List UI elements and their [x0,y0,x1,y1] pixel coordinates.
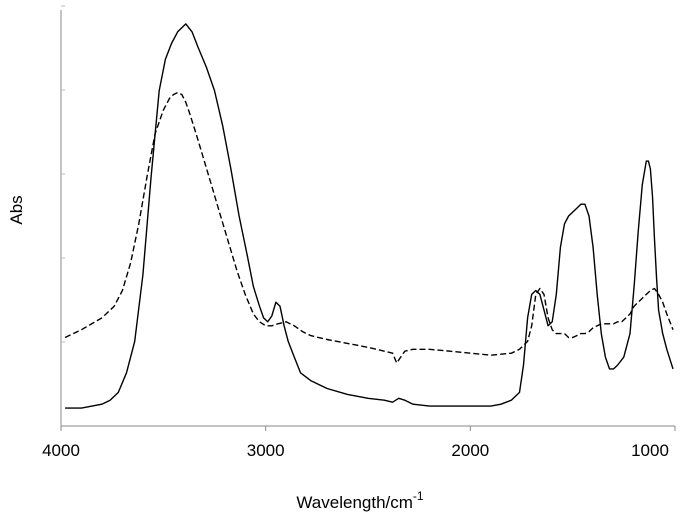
dashed-spectrum-line [64,91,674,364]
series-group [64,23,674,409]
y-axis-ticks [61,5,65,343]
x-tick-label-2000: 2000 [451,441,489,460]
x-axis-label: Wavelength/cm-1 [296,489,424,512]
x-axis-label-main: Wavelength/cm [296,493,413,512]
solid-spectrum-line [65,23,674,409]
x-axis-ticks [60,426,676,431]
x-tick-label-4000: 4000 [42,441,80,460]
x-tick-label-3000: 3000 [247,441,285,460]
x-axis-tick-labels: 4000 3000 2000 1000 [42,441,669,460]
x-tick-label-1000: 1000 [631,441,669,460]
y-axis-label: Abs [7,195,26,224]
x-axis-label-superscript: -1 [413,489,424,503]
